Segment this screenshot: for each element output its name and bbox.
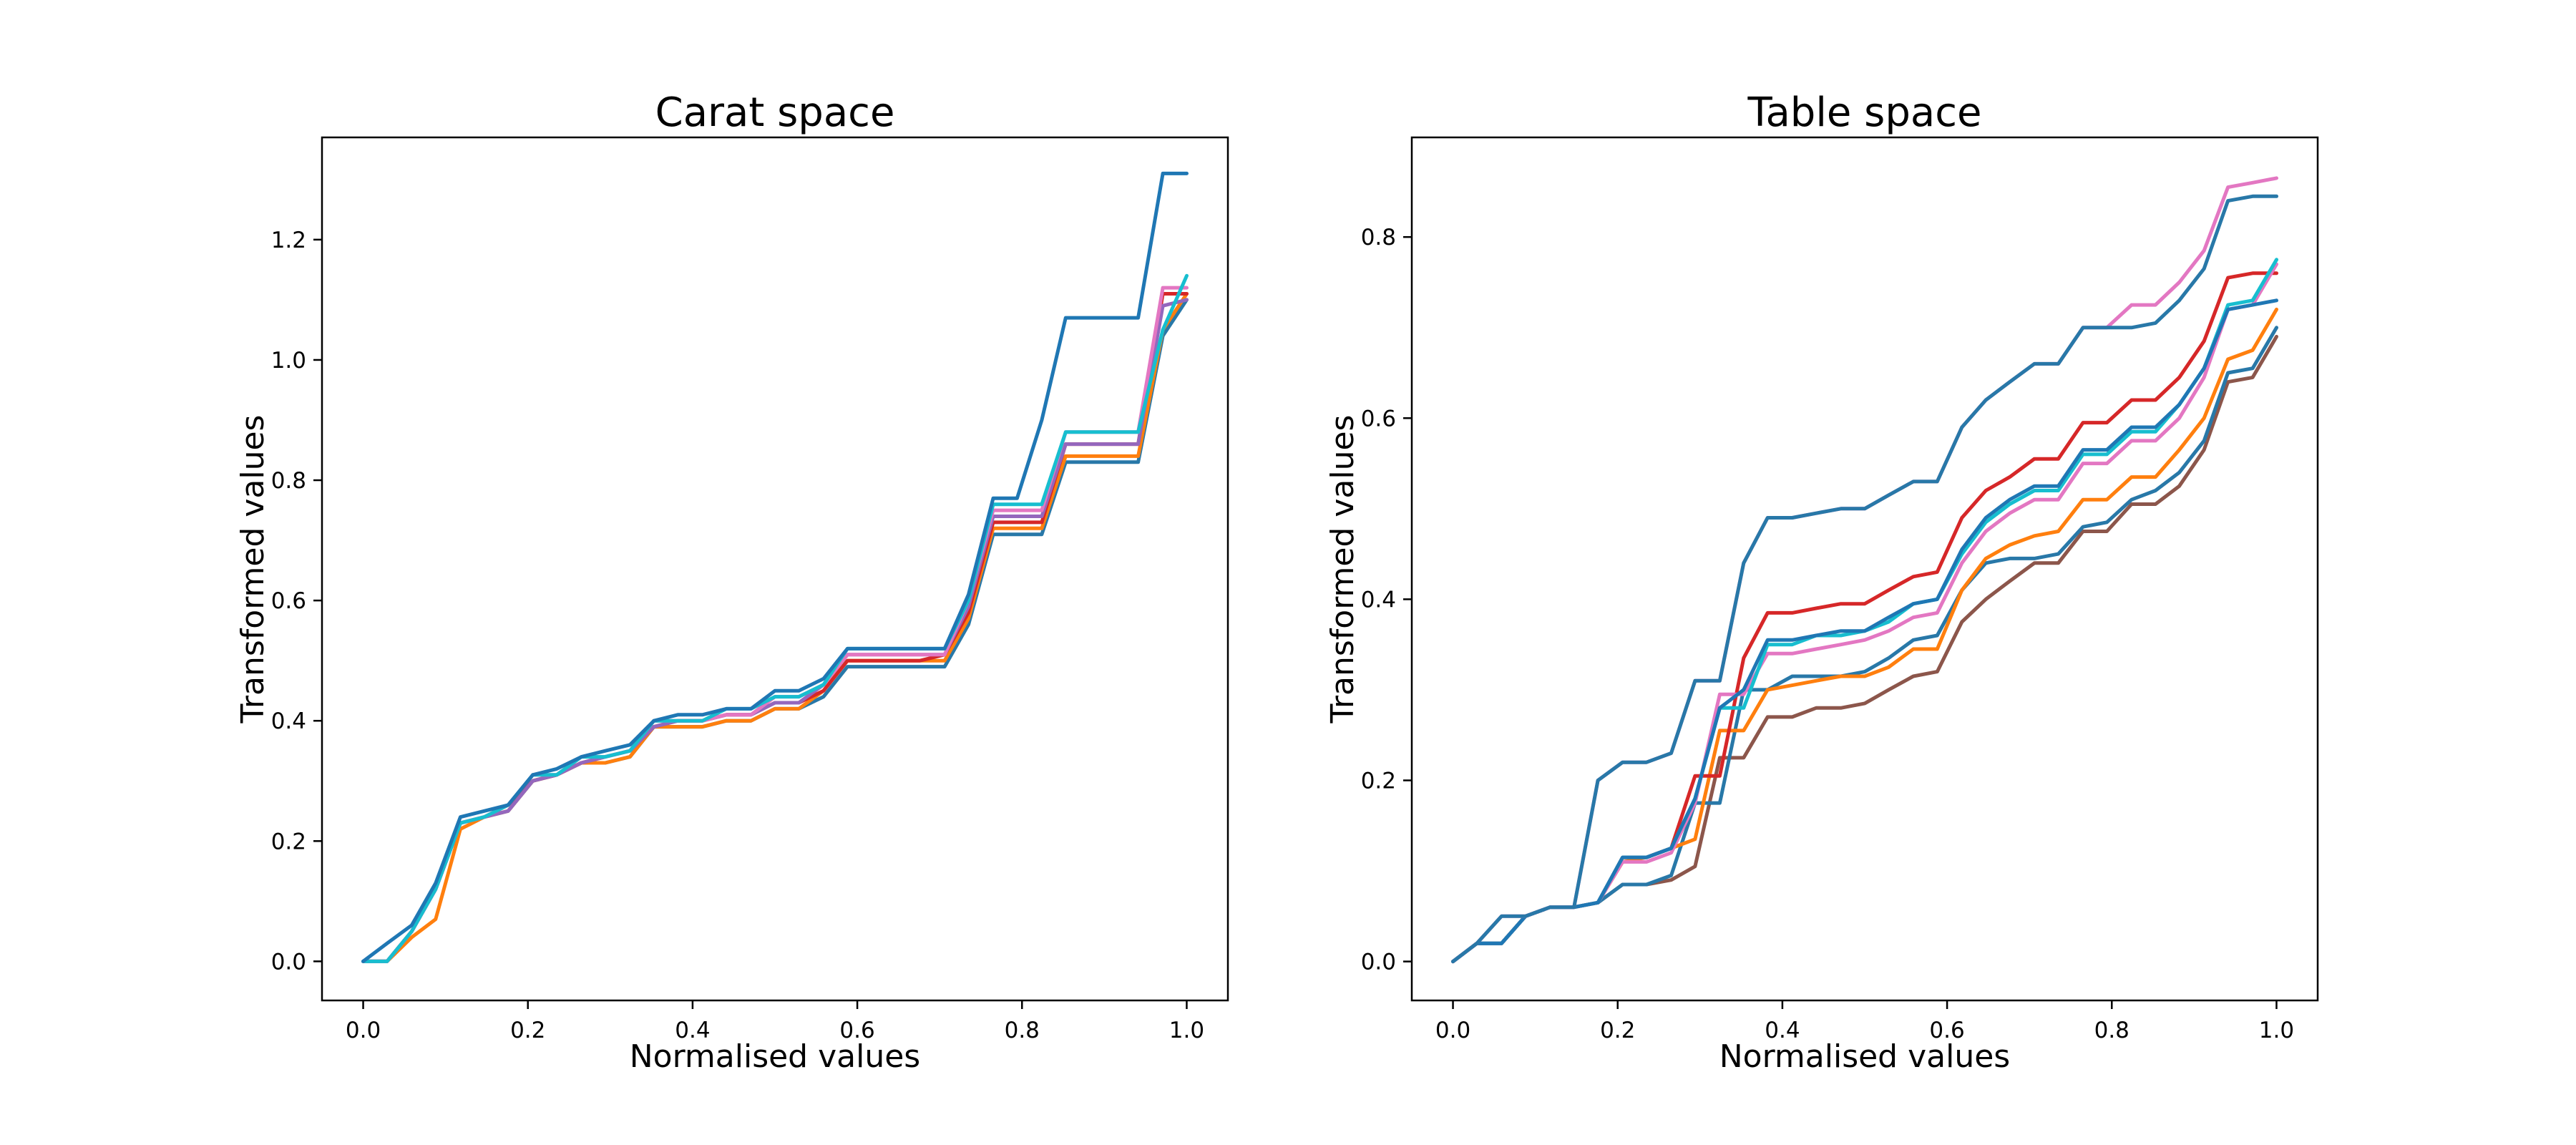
x-tick-label: 0.4	[1765, 1018, 1800, 1043]
x-tick-label: 0.8	[1005, 1018, 1040, 1043]
x-axis-label: Normalised values	[630, 1038, 920, 1075]
x-tick-label: 1.0	[2259, 1018, 2294, 1043]
series-line	[1451, 194, 2278, 964]
x-tick-label: 0.0	[346, 1018, 381, 1043]
x-axis-ticks: 0.0 0.2 0.4 0.6 0.8 1.0	[1435, 1000, 2294, 1043]
x-tick-label: 0.6	[839, 1018, 874, 1043]
y-tick-label: 1.0	[271, 348, 306, 374]
plot-frame	[1410, 136, 2319, 1002]
y-axis-ticks: 0.0 0.2 0.4 0.6 0.8	[1361, 225, 1412, 975]
x-tick-label: 0.8	[2094, 1018, 2129, 1043]
y-tick-label: 0.8	[1361, 225, 1396, 250]
chart-title: Table space	[1747, 89, 1982, 136]
x-axis-label: Normalised values	[1719, 1038, 2010, 1075]
x-tick-label: 0.4	[675, 1018, 710, 1043]
series-line	[361, 171, 1189, 963]
series-line	[361, 273, 1189, 963]
y-tick-label: 0.4	[1361, 587, 1396, 613]
y-tick-label: 0.4	[271, 708, 306, 734]
y-tick-label: 1.2	[271, 228, 306, 253]
y-tick-label: 0.0	[1361, 950, 1396, 975]
y-tick-label: 0.2	[271, 829, 306, 854]
x-tick-label: 0.6	[1929, 1018, 1964, 1043]
y-axis-ticks: 0.0 0.2 0.4 0.6 0.8 1.0 1.2	[271, 228, 322, 975]
plot-frame	[321, 136, 1229, 1002]
table-space-plot: Table space 0.0 0.2 0.4 0.6 0.8 1.0 0.0 0.2 0.4…	[1324, 89, 2319, 1075]
y-axis-label: Transformed values	[1324, 415, 1361, 724]
chart-title: Carat space	[655, 89, 895, 136]
carat-space-plot: Carat space 0.0 0.2 0.4 0.6 0.8 1.0 0.0 0.2 0.4…	[235, 89, 1229, 1075]
x-tick-label: 0.2	[1600, 1018, 1635, 1043]
y-tick-label: 0.6	[1361, 406, 1396, 432]
series-line	[361, 298, 1189, 963]
x-axis-ticks: 0.0 0.2 0.4 0.6 0.8 1.0	[346, 1000, 1204, 1043]
x-tick-label: 0.2	[510, 1018, 545, 1043]
y-axis-label: Transformed values	[235, 415, 271, 724]
y-tick-label: 0.8	[271, 468, 306, 494]
y-tick-label: 0.0	[271, 949, 306, 975]
series-layer	[361, 171, 1189, 963]
y-tick-label: 0.6	[271, 588, 306, 614]
x-tick-label: 0.0	[1435, 1018, 1470, 1043]
series-layer	[1451, 176, 2278, 964]
x-tick-label: 1.0	[1169, 1018, 1204, 1043]
y-tick-label: 0.2	[1361, 768, 1396, 794]
series-line	[1451, 298, 2278, 964]
